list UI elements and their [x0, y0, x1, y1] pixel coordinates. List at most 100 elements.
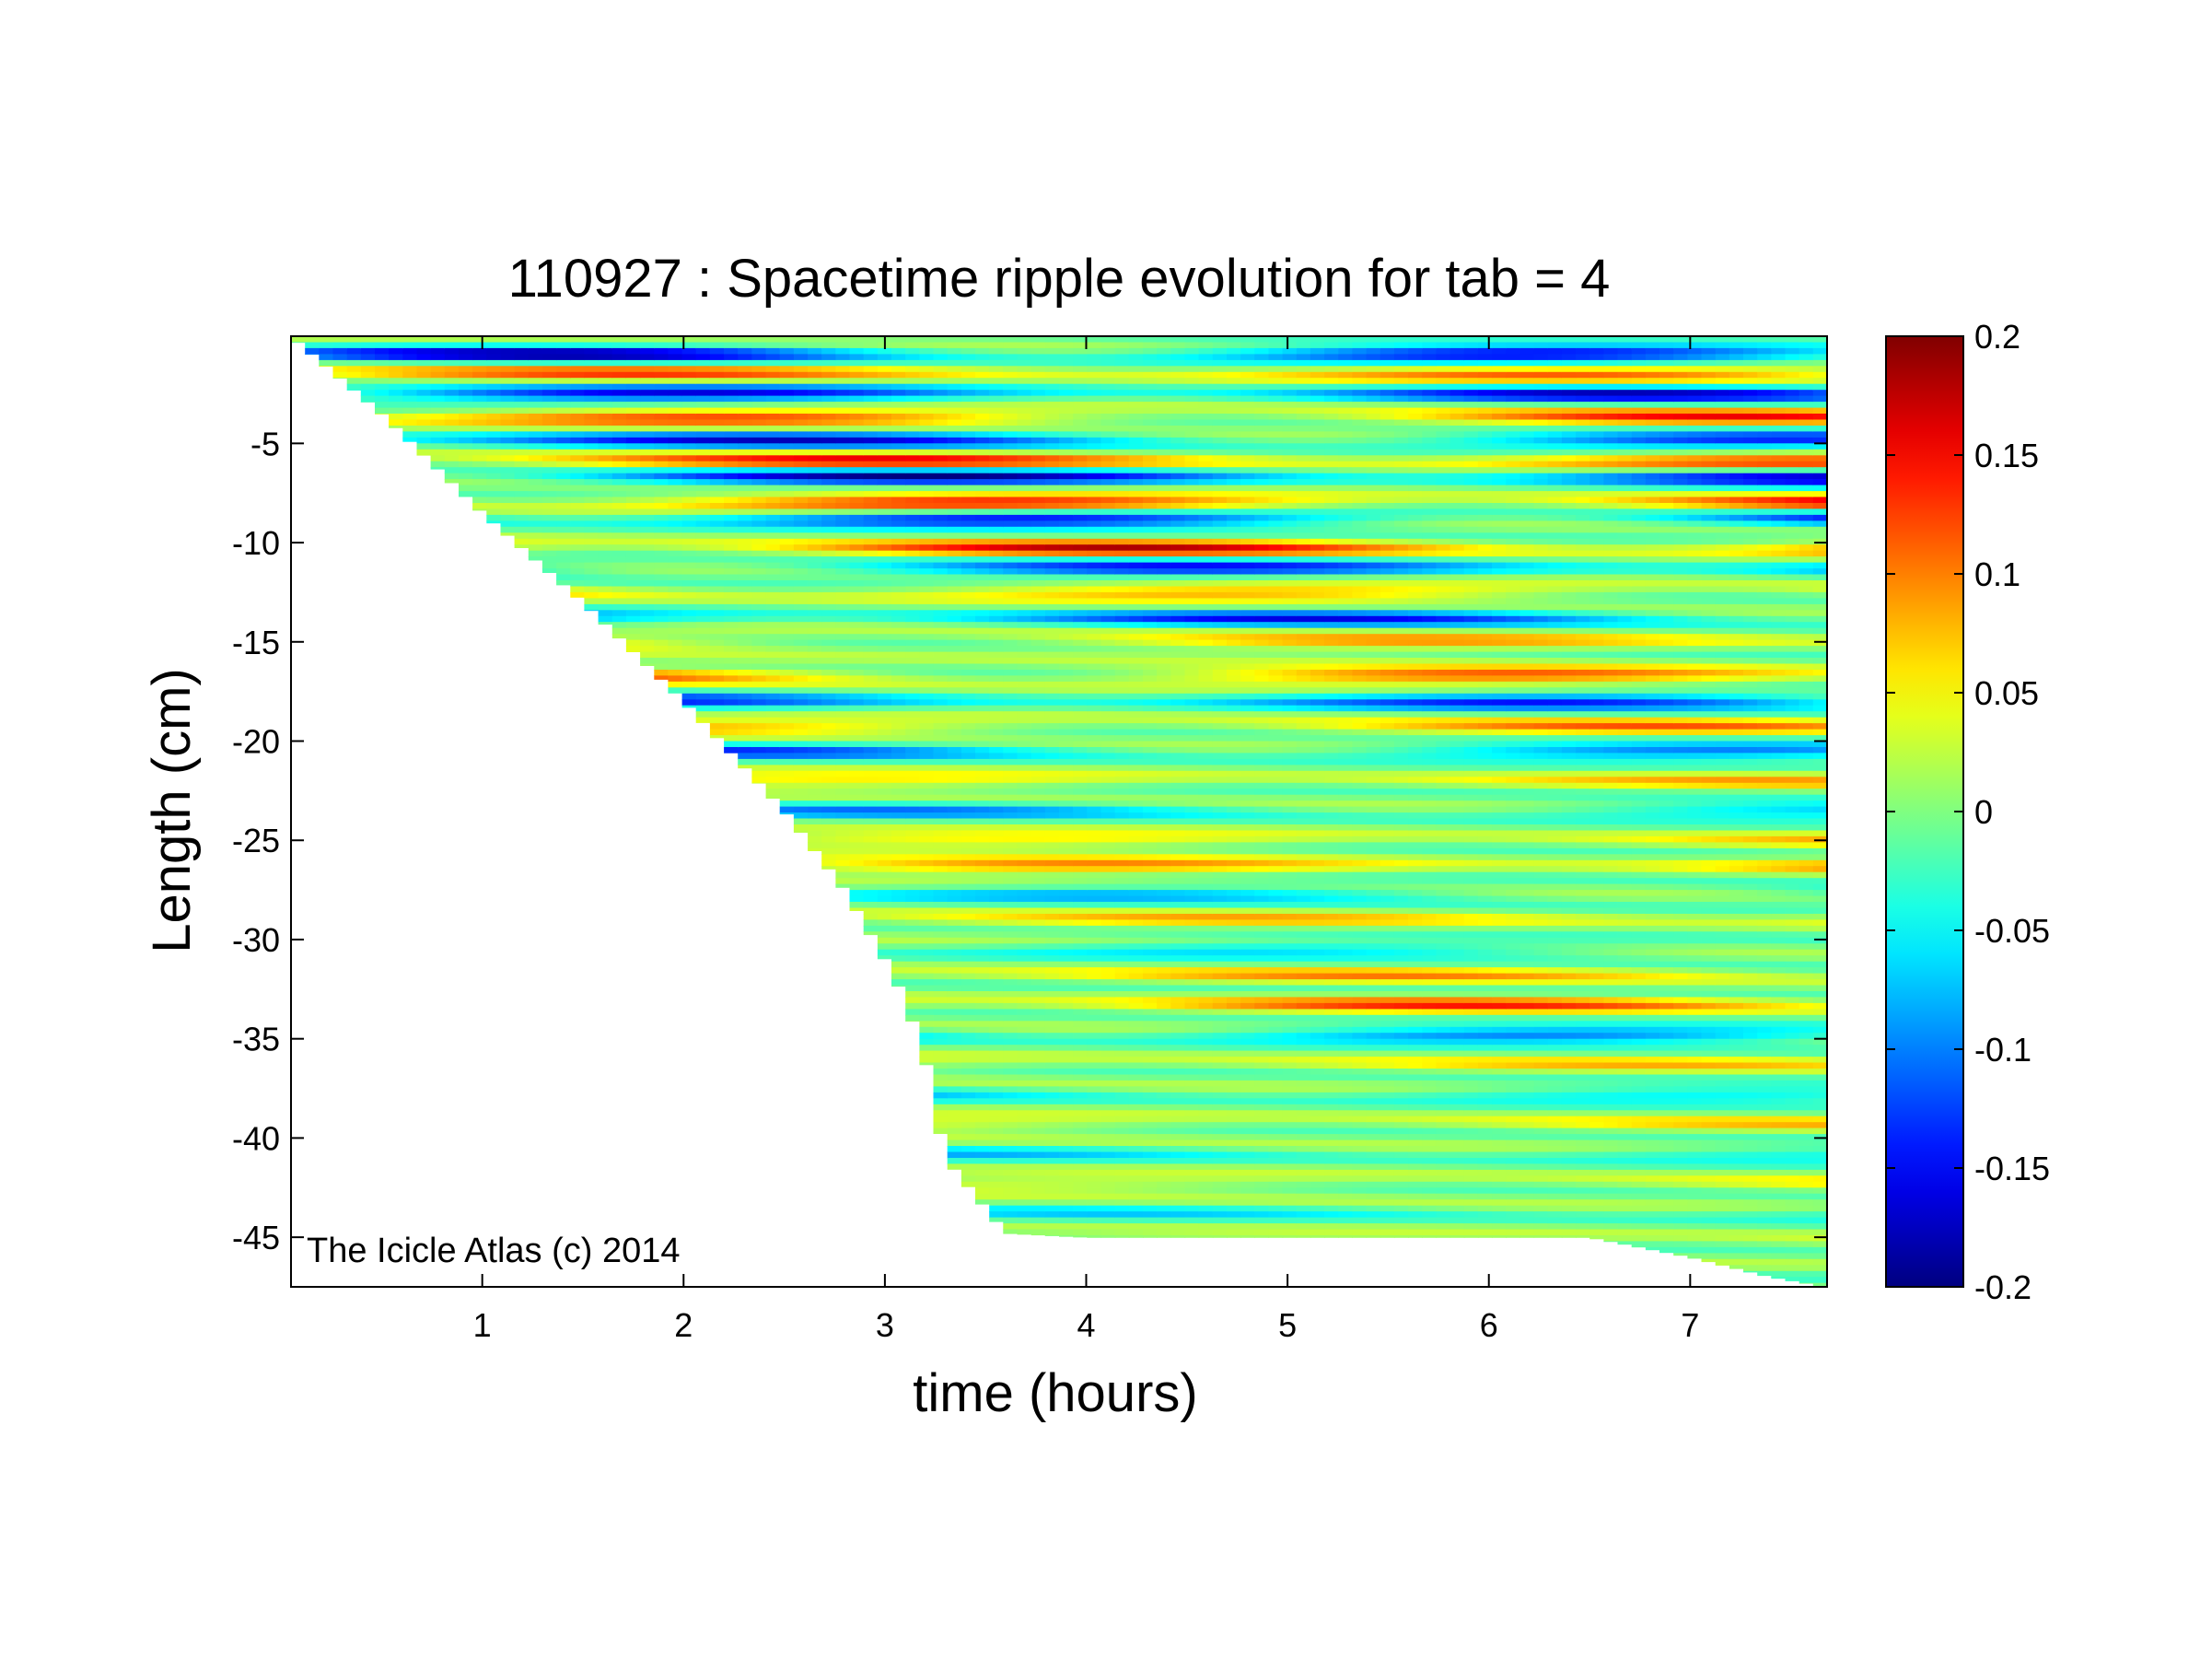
heatmap-cell	[1017, 1205, 1032, 1212]
heatmap-cell	[709, 556, 725, 564]
heatmap-cell	[933, 1074, 949, 1081]
heatmap-cell	[1128, 907, 1144, 915]
heatmap-cell	[863, 467, 879, 474]
heatmap-cell	[1073, 789, 1088, 796]
heatmap-cell	[808, 651, 822, 659]
heatmap-cell	[933, 979, 949, 987]
heatmap-cell	[1170, 426, 1186, 433]
heatmap-cell	[1157, 818, 1171, 825]
heatmap-cell	[695, 544, 711, 552]
heatmap-cell	[514, 520, 530, 528]
heatmap-cell	[1170, 395, 1186, 403]
heatmap-cell	[849, 907, 865, 911]
heatmap-cell	[709, 455, 725, 462]
heatmap-cell	[1073, 729, 1088, 736]
heatmap-cell	[1128, 520, 1144, 528]
heatmap-cell	[528, 419, 543, 426]
heatmap-cell	[1087, 1134, 1102, 1141]
heatmap-cell	[625, 402, 641, 409]
heatmap-cell	[1003, 461, 1019, 468]
heatmap-cell	[472, 378, 487, 385]
heatmap-cell	[793, 747, 809, 754]
heatmap-cell	[1044, 1187, 1060, 1195]
heatmap-cell	[1059, 449, 1074, 456]
heatmap-cell	[654, 371, 669, 379]
heatmap-cell	[1114, 383, 1130, 391]
heatmap-cell	[570, 395, 586, 403]
heatmap-cell	[1017, 973, 1032, 980]
heatmap-cell	[528, 467, 543, 474]
heatmap-cell	[1143, 842, 1158, 849]
heatmap-cell	[919, 473, 935, 480]
heatmap-cell	[625, 603, 641, 611]
heatmap-cell	[975, 526, 990, 533]
heatmap-cell	[863, 354, 879, 361]
heatmap-cell	[905, 878, 920, 885]
heatmap-cell	[1143, 1009, 1158, 1016]
heatmap-cell	[808, 443, 822, 450]
heatmap-cell	[1059, 1211, 1074, 1219]
heatmap-cell	[1059, 670, 1074, 677]
heatmap-cell	[975, 431, 990, 438]
heatmap-cell	[444, 347, 460, 355]
heatmap-cell	[947, 580, 962, 588]
heatmap-cell	[1143, 426, 1158, 433]
heatmap-cell	[1073, 753, 1088, 760]
heatmap-cell	[989, 473, 1004, 480]
heatmap-cell	[1128, 639, 1144, 647]
heatmap-cell	[1157, 407, 1171, 415]
heatmap-cell	[891, 383, 906, 391]
heatmap-cell	[793, 711, 809, 719]
heatmap-cell	[625, 497, 641, 504]
heatmap-cell	[459, 383, 473, 391]
heatmap-cell	[960, 431, 976, 438]
heatmap-cell	[891, 449, 906, 456]
heatmap-cell	[1157, 991, 1171, 999]
heatmap-cell	[1143, 615, 1158, 623]
heatmap-cell	[891, 955, 906, 963]
heatmap-cell	[625, 426, 641, 433]
heatmap-cell	[905, 681, 920, 688]
heatmap-cell	[1128, 770, 1144, 777]
heatmap-cell	[849, 591, 865, 599]
heatmap-cell	[891, 973, 906, 980]
heatmap-cell	[1143, 693, 1158, 700]
heatmap-cell	[528, 485, 543, 492]
heatmap-cell	[1157, 371, 1171, 379]
heatmap-cell	[556, 402, 571, 409]
heatmap-cell	[681, 603, 697, 611]
heatmap-cell	[375, 407, 390, 415]
heatmap-cell	[905, 603, 920, 611]
heatmap-cell	[960, 794, 976, 801]
heatmap-cell	[821, 729, 836, 736]
heatmap-cell	[1143, 794, 1158, 801]
heatmap-cell	[1143, 1139, 1158, 1147]
heatmap-cell	[1143, 1080, 1158, 1087]
heatmap-cell	[668, 402, 683, 409]
heatmap-cell	[1087, 390, 1102, 397]
heatmap-cell	[849, 467, 865, 474]
heatmap-cell	[975, 1033, 990, 1040]
heatmap-cell	[821, 658, 836, 665]
heatmap-cell	[975, 414, 990, 421]
heatmap-cell	[738, 544, 752, 552]
heatmap-cell	[947, 1069, 962, 1076]
heatmap-cell	[695, 591, 711, 599]
heatmap-cell	[1170, 390, 1186, 397]
heatmap-cell	[389, 395, 403, 403]
heatmap-cell	[1114, 497, 1130, 504]
heatmap-cell	[877, 681, 892, 688]
heatmap-cell	[975, 842, 990, 849]
heatmap-cell	[947, 973, 962, 980]
heatmap-cell	[919, 449, 935, 456]
heatmap-cell	[793, 390, 809, 397]
heatmap-cell	[724, 414, 739, 421]
heatmap-cell	[919, 824, 935, 832]
heatmap-cell	[541, 520, 557, 528]
heatmap-cell	[430, 426, 446, 433]
heatmap-cell	[960, 967, 976, 975]
heatmap-cell	[1044, 729, 1060, 736]
heatmap-cell	[960, 789, 976, 796]
heatmap-cell	[960, 883, 976, 891]
heatmap-cell	[1087, 859, 1102, 867]
